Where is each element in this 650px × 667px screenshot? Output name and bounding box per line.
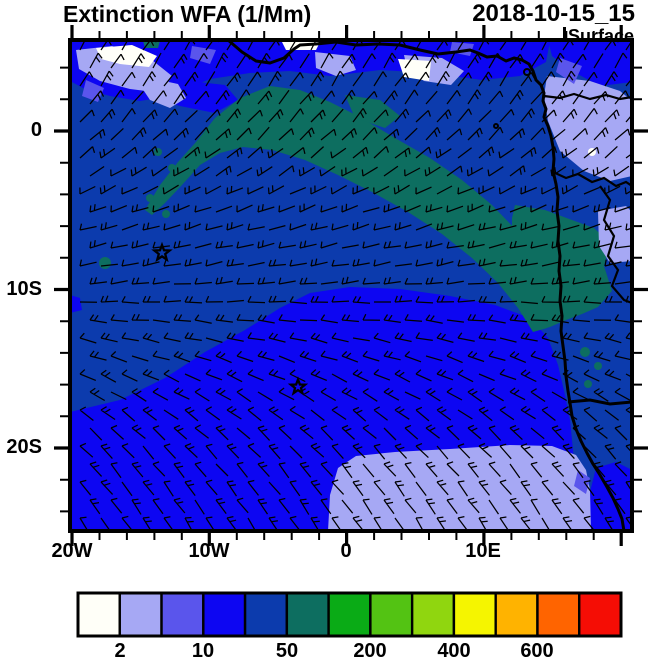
country-border (552, 171, 632, 188)
x-axis-label-10e: 10E (465, 540, 501, 562)
colorbar-cell (452, 591, 497, 638)
colorbar-cell (369, 591, 414, 638)
wind-barbs (79, 40, 632, 531)
island-outline (493, 123, 499, 129)
colorbar-cell (578, 591, 623, 638)
page-title: Extinction WFA (1/Mm) (63, 1, 312, 27)
x-axis-label-20w: 20W (51, 540, 93, 562)
colorbar-label-600: 600 (520, 640, 554, 662)
y-axis-label-20s: 20S (6, 436, 42, 458)
colorbar-frame (76, 591, 623, 638)
island-outline (523, 68, 531, 76)
coastline (227, 40, 626, 531)
y-axis-label-0: 0 (30, 119, 42, 141)
x-axis-label-0: 0 (340, 540, 352, 562)
colorbar-cell (536, 591, 581, 638)
country-border (543, 92, 632, 101)
colorbar (76, 591, 623, 638)
y-axis-label-10s: 10S (6, 278, 42, 300)
colorbar-cell (327, 591, 372, 638)
colorbar-cell (285, 591, 330, 638)
colorbar-cell (494, 591, 539, 638)
level-indicator-bar (562, 27, 566, 46)
star-marker (287, 376, 309, 396)
colorbar-cell (410, 591, 456, 638)
map-field (70, 40, 632, 531)
x-axis-label-10w: 10W (188, 540, 230, 562)
minor-ticks (60, 31, 642, 540)
colorbar-label-2: 2 (114, 640, 126, 662)
map-border (68, 38, 634, 533)
colorbar-label-400: 400 (437, 640, 471, 662)
colorbar-label-50: 50 (275, 640, 299, 662)
major-ticks (54, 25, 648, 546)
colorbar-cell (76, 591, 121, 638)
colorbar-cell (118, 591, 163, 638)
datetime-label: 2018-10-15_15 (472, 0, 635, 27)
colorbar-label-200: 200 (353, 640, 387, 662)
colorbar-cell (243, 591, 289, 638)
star-marker (151, 241, 173, 263)
colorbar-cell (160, 591, 205, 638)
colorbar-cell (202, 591, 247, 638)
country-border (599, 185, 632, 305)
colorbar-label-10: 10 (191, 640, 215, 662)
country-border (567, 398, 632, 406)
